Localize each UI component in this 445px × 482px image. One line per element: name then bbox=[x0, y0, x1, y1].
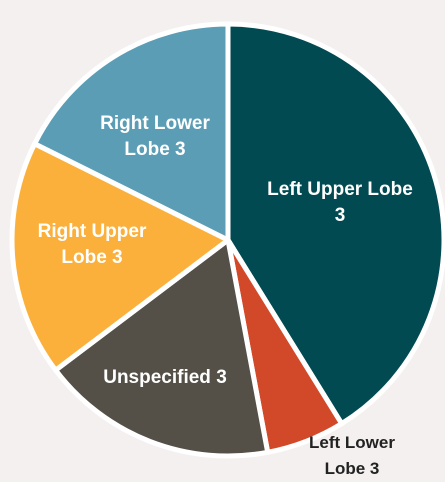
slice-label: Unspecified 3 bbox=[103, 367, 227, 388]
slice-label: Right Lower Lobe 3 bbox=[100, 113, 210, 160]
pie-slice bbox=[32, 21, 231, 243]
slice-label: Right Upper Lobe 3 bbox=[37, 221, 147, 268]
pie-slice bbox=[9, 141, 231, 373]
slice-label: Left Lower Lobe 3 bbox=[309, 433, 395, 478]
pie-slice bbox=[53, 237, 271, 459]
slice-label: Left Upper Lobe 3 bbox=[267, 179, 413, 226]
